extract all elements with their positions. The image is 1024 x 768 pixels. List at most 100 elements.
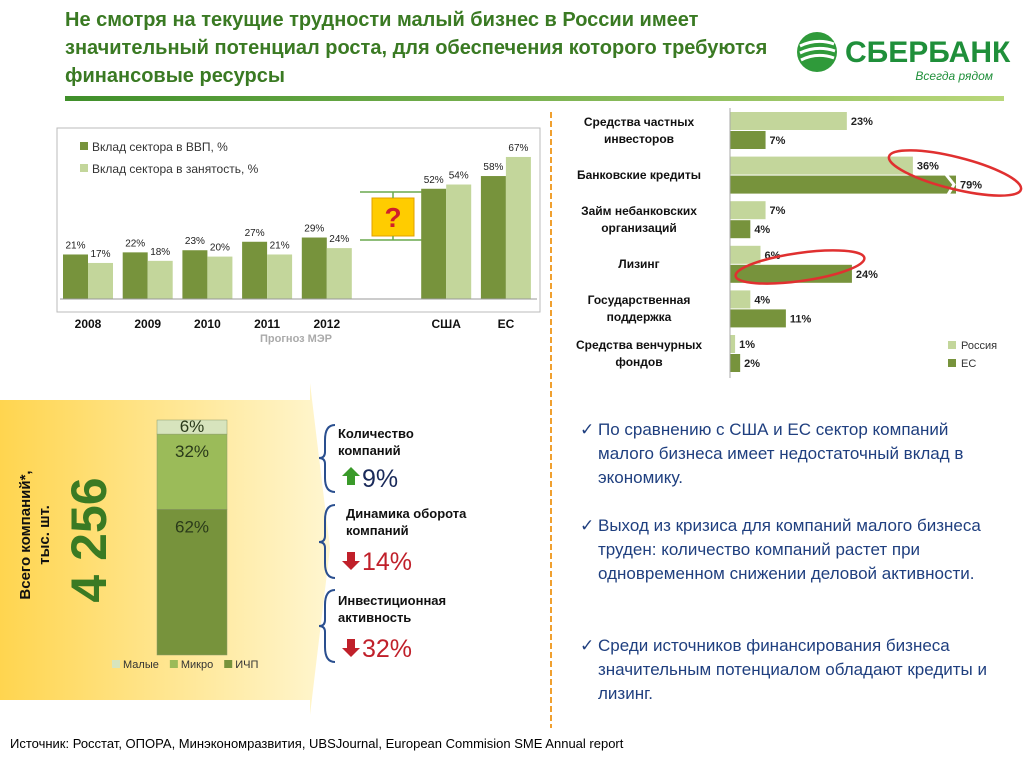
category-label: Лизинг [618, 257, 660, 272]
legend-label: Вклад сектора в ВВП, % [92, 140, 228, 154]
value-label: 62% [175, 517, 209, 536]
indicator-label: Инвестиционная активность [338, 593, 447, 625]
header-rule [65, 96, 1004, 101]
bullet: ✓ Выход из кризиса для компаний малого би… [580, 514, 1008, 586]
question-box [371, 197, 415, 237]
logo-icon [797, 32, 837, 72]
indicator-label: Количество компаний [338, 426, 414, 458]
legend-label: ЕС [961, 358, 976, 370]
category-label: Средства венчурных фондов [575, 338, 703, 369]
axis-break [944, 173, 956, 196]
check-icon: ✓ [580, 516, 595, 535]
indicator-arrow [342, 639, 360, 657]
bar [730, 309, 786, 328]
value-label: 4% [754, 294, 770, 306]
legend-swatch [112, 660, 120, 668]
indicator-value: 32% [362, 635, 412, 663]
bar-segment [156, 509, 228, 656]
bar [301, 237, 327, 299]
value-label: 21% [65, 240, 85, 251]
value-label: 24% [329, 234, 349, 245]
brace [318, 424, 336, 663]
bullet: ✓ Среди источников финансирования бизнеса… [580, 634, 1008, 706]
value-label: 36% [917, 161, 939, 173]
bar [730, 131, 766, 149]
value-label: 20% [210, 243, 230, 254]
bar [147, 260, 173, 299]
bar [207, 256, 233, 299]
value-label: 32% [175, 442, 209, 461]
indicator-label: Динамика оборота компаний [346, 506, 467, 538]
check-icon: ✓ [580, 420, 595, 439]
source: Источник: Росстат, ОПОРА, Минэкономразви… [10, 736, 624, 751]
x-tick-label: 2011 [254, 317, 280, 331]
value-label: 24% [856, 269, 878, 281]
bar [480, 176, 506, 299]
legend-label: Россия [961, 340, 997, 352]
legend-label: Малые [123, 659, 159, 671]
bar [730, 156, 913, 175]
annotation: Прогноз МЭР [260, 333, 332, 345]
legend-swatch [169, 660, 178, 668]
bar [730, 335, 736, 353]
bar [242, 241, 268, 299]
x-tick-label: 2008 [75, 317, 102, 331]
x-tick-label: ЕС [498, 317, 515, 331]
bullet: ✓ По сравнению с США и ЕС сектор компаний… [580, 418, 1008, 490]
bar [421, 188, 447, 299]
highlight [887, 149, 1023, 197]
legend-swatch [80, 164, 88, 172]
bar [122, 252, 148, 299]
category-label: Государственная поддержка [587, 293, 691, 325]
value-label: 7% [770, 135, 786, 147]
panel-label: Всего компаний*, тыс. шт. [17, 470, 53, 599]
indicator-arrow [342, 552, 360, 570]
panel-value: 4 256 [61, 477, 117, 602]
value-label: 18% [150, 247, 170, 258]
legend-label: Микро [181, 659, 213, 671]
bar [730, 112, 847, 130]
bar [326, 248, 352, 299]
bullet-text: Выход из кризиса для компаний малого биз… [598, 516, 981, 583]
bar [730, 220, 751, 239]
value-label: 1% [739, 339, 755, 351]
title: Не смотря на текущие трудности малый биз… [65, 9, 768, 87]
bar-segment [156, 433, 228, 510]
bar [63, 254, 88, 299]
legend-label: ИЧП [235, 659, 258, 671]
legend-swatch [948, 359, 956, 367]
category-label: Займ небанковских организаций [581, 204, 697, 236]
bar [267, 254, 293, 299]
legend-swatch [224, 660, 233, 668]
logo-text: СБЕРБАНК [845, 36, 1011, 69]
legend-swatch [80, 142, 88, 150]
bar [730, 354, 741, 372]
x-tick-label: 2010 [194, 317, 221, 331]
value-label: 21% [270, 240, 290, 251]
value-label: 23% [851, 116, 873, 128]
category-label: Средства частных инвесторов [583, 115, 695, 146]
value-label: 52% [424, 175, 444, 186]
value-label: 67% [508, 143, 528, 154]
value-label: 7% [770, 205, 786, 217]
value-label: 17% [90, 249, 110, 260]
value-label: 23% [185, 236, 205, 247]
highlight [734, 249, 866, 285]
value-label: 11% [790, 313, 812, 325]
value-label: 22% [125, 238, 145, 249]
bar-segment [156, 419, 228, 435]
indicator-value: 9% [362, 465, 398, 493]
bar [730, 290, 751, 309]
value-label: 27% [245, 228, 265, 239]
bar [182, 250, 208, 299]
value-label: 2% [744, 358, 760, 370]
indicator-arrow [342, 467, 360, 485]
value-label: 6% [180, 417, 205, 436]
indicator-value: 14% [362, 548, 412, 576]
value-label: 4% [754, 224, 770, 236]
value-label: 79% [960, 180, 982, 192]
bar [505, 156, 531, 299]
bar [730, 245, 761, 264]
